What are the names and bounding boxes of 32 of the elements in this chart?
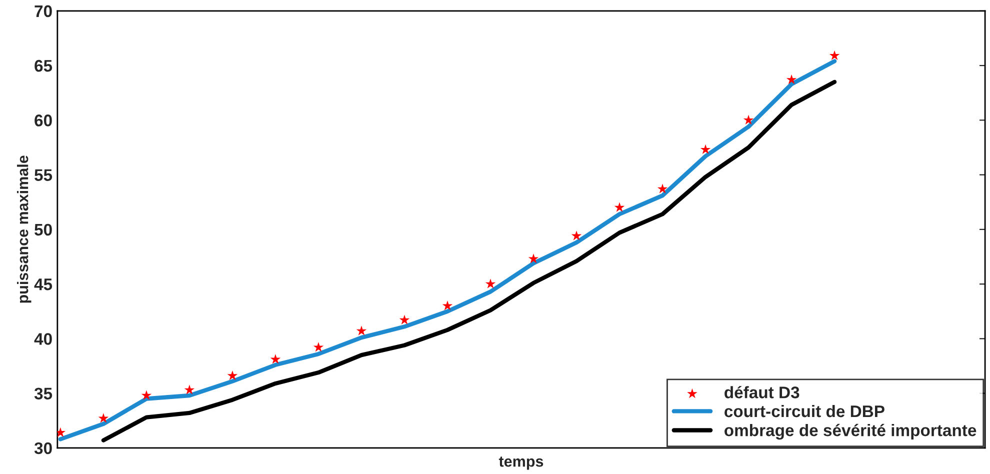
legend-label: défaut D3 bbox=[724, 386, 800, 398]
point bbox=[528, 254, 539, 264]
point bbox=[743, 114, 754, 125]
point bbox=[829, 50, 840, 60]
point bbox=[184, 384, 195, 394]
y-tick-label: 50 bbox=[34, 224, 52, 236]
point bbox=[141, 390, 152, 400]
y-tick-label: 30 bbox=[34, 442, 52, 454]
y-tick-label: 35 bbox=[34, 388, 52, 400]
legend-label: ombrage de sévérité importante bbox=[724, 424, 976, 440]
point bbox=[270, 354, 281, 364]
point bbox=[786, 74, 797, 84]
point bbox=[485, 278, 496, 288]
x-axis-title: temps bbox=[498, 456, 544, 470]
point bbox=[227, 370, 238, 380]
y-tick-label: 60 bbox=[34, 114, 52, 126]
y-tick-label: 70 bbox=[34, 5, 52, 18]
point bbox=[657, 184, 668, 194]
point bbox=[356, 326, 367, 336]
point bbox=[571, 230, 582, 240]
y-tick-label: 45 bbox=[34, 278, 52, 290]
y-tick-label: 40 bbox=[34, 333, 52, 345]
point bbox=[700, 144, 711, 154]
point bbox=[98, 413, 109, 423]
point bbox=[313, 342, 324, 352]
point bbox=[399, 314, 410, 324]
y-tick-label: 55 bbox=[34, 169, 52, 181]
legend-label: court-circuit de DBP bbox=[724, 404, 884, 418]
y-axis-title: puissance maximale bbox=[17, 156, 32, 303]
y-tick-label: 65 bbox=[34, 60, 52, 72]
point bbox=[614, 202, 625, 212]
point bbox=[442, 300, 453, 310]
